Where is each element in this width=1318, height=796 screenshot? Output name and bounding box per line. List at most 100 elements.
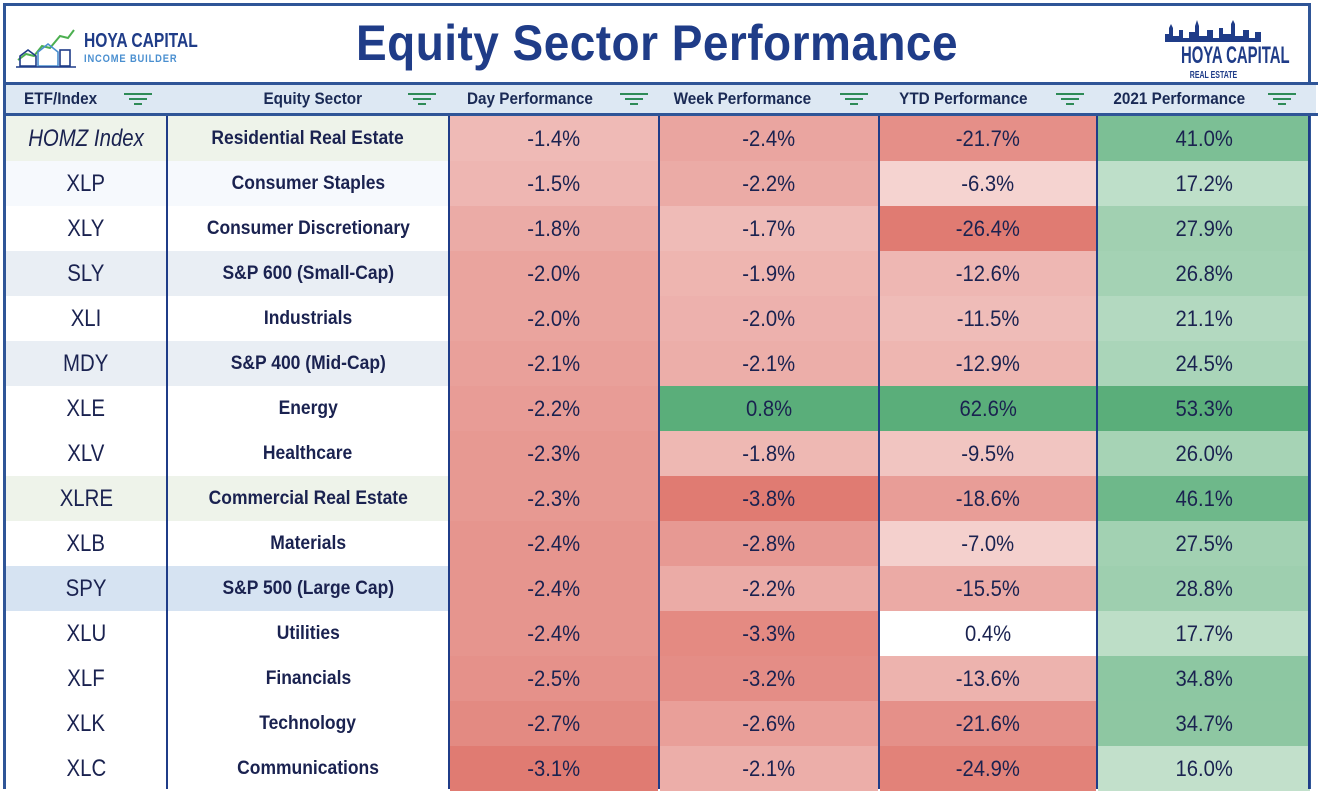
filter-icon[interactable] bbox=[620, 91, 648, 107]
y2021-performance-cell: 27.5% bbox=[1098, 521, 1310, 566]
ytd-performance-value: -6.3% bbox=[961, 171, 1015, 196]
sector-label: Residential Real Estate bbox=[211, 128, 405, 149]
y2021-performance-cell: 24.5% bbox=[1098, 341, 1310, 386]
ytd-performance-cell: -21.7% bbox=[880, 116, 1096, 161]
week-performance-cell: -1.7% bbox=[660, 206, 878, 251]
title-bar: HOYA CAPITAL INCOME BUILDER Equity Secto… bbox=[6, 6, 1308, 82]
etf-cell: XLP bbox=[6, 161, 166, 206]
etf-label: XLU bbox=[66, 620, 106, 647]
table-row: XLF Financials -2.5% -3.2% -13.6% 34.8% bbox=[6, 656, 1310, 701]
y2021-performance-cell: 27.9% bbox=[1098, 206, 1310, 251]
y2021-performance-value: 16.0% bbox=[1175, 756, 1233, 781]
week-performance-value: -3.8% bbox=[742, 486, 796, 511]
filter-icon[interactable] bbox=[408, 91, 436, 107]
ytd-performance-value: 0.4% bbox=[964, 621, 1012, 646]
y2021-performance-value: 24.5% bbox=[1175, 351, 1233, 376]
sector-label: Communications bbox=[237, 758, 379, 779]
day-performance-value: -1.8% bbox=[527, 216, 581, 241]
y2021-performance-value: 26.8% bbox=[1175, 261, 1233, 286]
y2021-performance-cell: 17.2% bbox=[1098, 161, 1310, 206]
day-performance-value: -2.4% bbox=[527, 576, 581, 601]
table-row: SLY S&P 600 (Small-Cap) -2.0% -1.9% -12.6% 26… bbox=[6, 251, 1310, 296]
week-performance-value: -2.4% bbox=[742, 126, 796, 151]
y2021-performance-cell: 17.7% bbox=[1098, 611, 1310, 656]
etf-label: SLY bbox=[67, 260, 105, 287]
etf-cell: XLY bbox=[6, 206, 166, 251]
day-performance-cell: -2.3% bbox=[450, 476, 658, 521]
sector-label: Energy bbox=[278, 398, 338, 419]
day-performance-cell: -2.4% bbox=[450, 521, 658, 566]
day-performance-cell: -2.4% bbox=[450, 611, 658, 656]
y2021-performance-value: 26.0% bbox=[1175, 441, 1233, 466]
y2021-performance-cell: 28.8% bbox=[1098, 566, 1310, 611]
day-performance-value: -1.5% bbox=[527, 171, 581, 196]
y2021-performance-value: 53.3% bbox=[1175, 396, 1233, 421]
y2021-performance-value: 27.5% bbox=[1175, 531, 1233, 556]
sector-label: Technology bbox=[259, 713, 357, 734]
week-performance-value: -2.6% bbox=[742, 711, 796, 736]
week-performance-cell: -2.1% bbox=[660, 341, 878, 386]
ytd-performance-value: -15.5% bbox=[955, 576, 1021, 601]
column-header-week[interactable]: Week Performance bbox=[660, 85, 878, 113]
table-row: XLV Healthcare -2.3% -1.8% -9.5% 26.0% bbox=[6, 431, 1310, 476]
filter-icon[interactable] bbox=[124, 91, 152, 107]
etf-label: XLE bbox=[66, 395, 106, 422]
skyline-icon bbox=[1165, 20, 1261, 42]
etf-label: XLF bbox=[67, 665, 105, 692]
ytd-performance-cell: -6.3% bbox=[880, 161, 1096, 206]
day-performance-value: -2.3% bbox=[527, 486, 581, 511]
sector-cell: Consumer Discretionary bbox=[168, 206, 448, 251]
column-header-day[interactable]: Day Performance bbox=[450, 85, 658, 113]
day-performance-cell: -2.1% bbox=[450, 341, 658, 386]
sector-cell: Residential Real Estate bbox=[168, 116, 448, 161]
day-performance-cell: -3.1% bbox=[450, 746, 658, 791]
day-performance-value: -2.7% bbox=[527, 711, 581, 736]
day-performance-value: -3.1% bbox=[527, 756, 581, 781]
day-performance-cell: -2.3% bbox=[450, 431, 658, 476]
y2021-performance-cell: 34.7% bbox=[1098, 701, 1310, 746]
etf-label: XLK bbox=[66, 710, 106, 737]
ytd-performance-value: -11.5% bbox=[956, 306, 1020, 331]
sector-cell: S&P 500 (Large Cap) bbox=[168, 566, 448, 611]
week-performance-value: -2.2% bbox=[742, 576, 796, 601]
column-divider bbox=[1096, 116, 1098, 789]
column-header-sector[interactable]: Equity Sector bbox=[168, 85, 448, 113]
column-header-label: Equity Sector bbox=[263, 89, 363, 108]
week-performance-cell: -2.2% bbox=[660, 161, 878, 206]
y2021-performance-value: 34.7% bbox=[1175, 711, 1233, 736]
day-performance-value: -2.1% bbox=[527, 351, 581, 376]
filter-icon[interactable] bbox=[1056, 91, 1084, 107]
etf-label: SPY bbox=[65, 575, 107, 602]
ytd-performance-value: -13.6% bbox=[955, 666, 1021, 691]
sector-cell: Energy bbox=[168, 386, 448, 431]
filter-icon[interactable] bbox=[1268, 91, 1296, 107]
column-header-label: ETF/Index bbox=[24, 89, 98, 108]
day-performance-value: -2.3% bbox=[527, 441, 581, 466]
column-header-label: YTD Performance bbox=[899, 89, 1028, 108]
week-performance-value: -2.1% bbox=[742, 351, 796, 376]
week-performance-value: -2.2% bbox=[742, 171, 796, 196]
day-performance-cell: -1.4% bbox=[450, 116, 658, 161]
week-performance-cell: -1.8% bbox=[660, 431, 878, 476]
etf-cell: SLY bbox=[6, 251, 166, 296]
etf-label: XLP bbox=[66, 170, 106, 197]
ytd-performance-cell: -7.0% bbox=[880, 521, 1096, 566]
column-header-2021[interactable]: 2021 Performance bbox=[1098, 85, 1310, 113]
week-performance-cell: -3.2% bbox=[660, 656, 878, 701]
column-header-label: 2021 Performance bbox=[1113, 89, 1246, 108]
column-header-etf[interactable]: ETF/Index bbox=[6, 85, 166, 113]
ytd-performance-value: 62.6% bbox=[959, 396, 1017, 421]
y2021-performance-value: 17.2% bbox=[1175, 171, 1233, 196]
sector-label: Materials bbox=[270, 533, 346, 554]
table-row: XLK Technology -2.7% -2.6% -21.6% 34.7% bbox=[6, 701, 1310, 746]
filter-icon[interactable] bbox=[840, 91, 868, 107]
etf-cell: XLK bbox=[6, 701, 166, 746]
hoya-capital-income-builder-logo: HOYA CAPITAL INCOME BUILDER bbox=[16, 22, 198, 72]
sector-cell: Healthcare bbox=[168, 431, 448, 476]
etf-label: XLRE bbox=[59, 485, 113, 512]
column-header-ytd[interactable]: YTD Performance bbox=[880, 85, 1096, 113]
sector-label: S&P 600 (Small-Cap) bbox=[222, 263, 394, 284]
table-row: XLY Consumer Discretionary -1.8% -1.7% -26.4… bbox=[6, 206, 1310, 251]
week-performance-cell: -2.4% bbox=[660, 116, 878, 161]
table-row: XLP Consumer Staples -1.5% -2.2% -6.3% 17.2% bbox=[6, 161, 1310, 206]
